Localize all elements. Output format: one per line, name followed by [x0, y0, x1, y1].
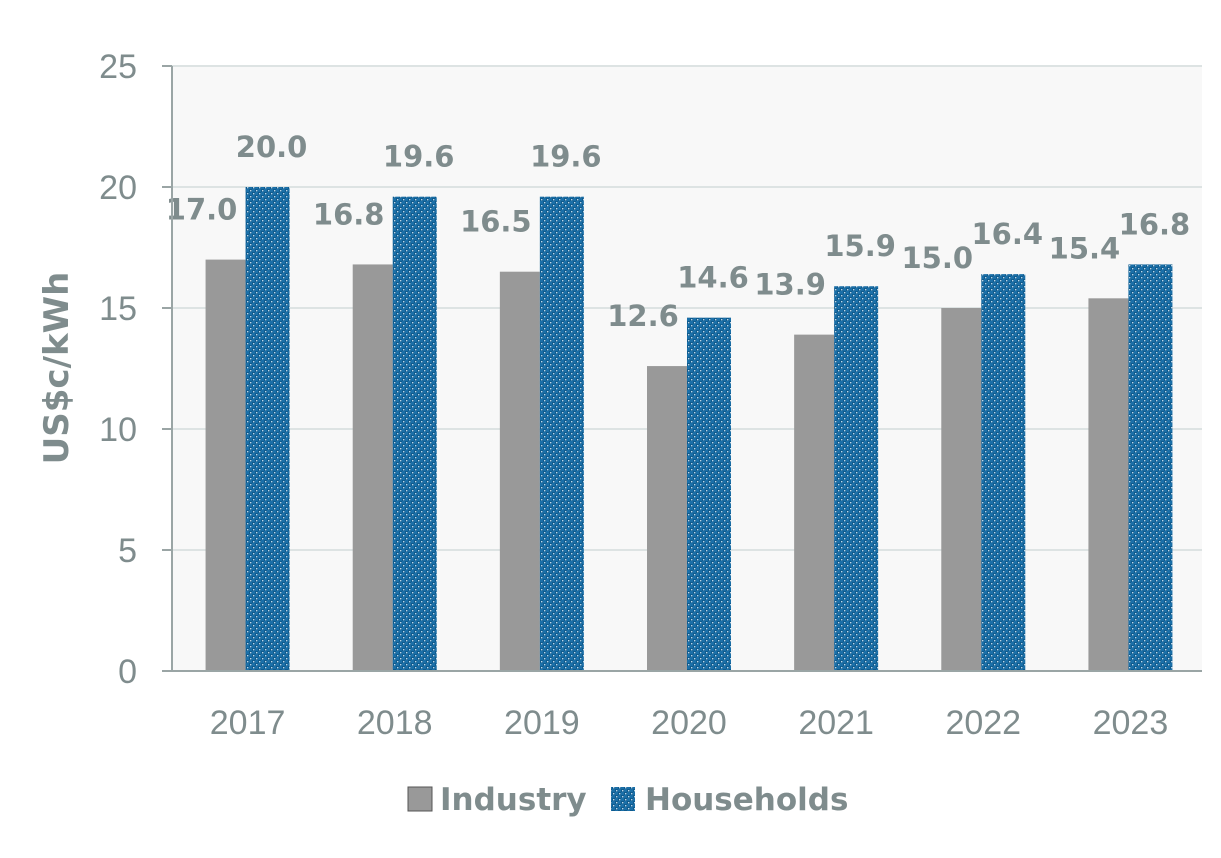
data-label-industry: 15.0	[902, 241, 974, 275]
data-label-households: 16.4	[972, 217, 1044, 251]
legend-swatch	[611, 787, 635, 811]
bar-households	[981, 274, 1026, 671]
y-tick-label: 15	[99, 290, 137, 328]
legend-item-industry: Industry	[407, 782, 587, 818]
legend-swatch	[407, 786, 433, 812]
legend-label: Households	[645, 782, 848, 818]
x-tick-label: 2020	[651, 704, 727, 742]
bar-households	[245, 187, 290, 671]
y-tick-label: 0	[118, 653, 137, 691]
bar-industry	[1088, 298, 1129, 671]
x-tick-label: 2018	[357, 704, 433, 742]
bar-households	[392, 196, 437, 671]
data-label-industry: 17.0	[166, 193, 238, 227]
bar-industry	[794, 334, 835, 671]
data-label-industry: 16.8	[313, 197, 385, 231]
bar-industry	[499, 271, 540, 671]
bar-households	[834, 286, 879, 671]
x-tick-label: 2022	[945, 704, 1021, 742]
y-tick-label: 10	[99, 411, 137, 449]
bar-industry	[647, 366, 687, 671]
bar-households	[687, 317, 731, 671]
bar-households	[1128, 264, 1173, 671]
y-axis-title: US$c/kWh	[37, 272, 77, 465]
y-tick-label: 25	[99, 48, 137, 86]
bar-industry	[352, 264, 393, 671]
x-axis-ticks: 2017 2018 2019 2020 2021 2022 2023	[210, 704, 1168, 742]
data-label-industry: 16.5	[460, 205, 532, 239]
y-tick-label: 5	[118, 532, 137, 570]
data-label-industry: 15.4	[1049, 231, 1121, 265]
legend: Industry Households	[407, 782, 848, 818]
bars	[205, 187, 1173, 671]
x-tick-label: 2023	[1093, 704, 1169, 742]
data-label-households: 15.9	[824, 229, 896, 263]
data-labels: 17.020.016.819.616.519.612.614.6 13.915.9…	[166, 130, 1190, 333]
legend-item-households: Households	[611, 782, 848, 818]
y-tick-label: 20	[99, 169, 137, 207]
bar-households	[539, 196, 584, 671]
data-label-industry: 13.9	[754, 268, 826, 302]
bar-industry	[941, 308, 982, 671]
data-label-households: 19.6	[530, 140, 602, 174]
x-tick-label: 2021	[798, 704, 874, 742]
legend-label: Industry	[440, 782, 587, 818]
x-tick-label: 2019	[504, 704, 580, 742]
bar-industry	[205, 259, 246, 671]
y-axis-ticks: 0 5 10 15 20 25	[99, 48, 172, 691]
data-label-households: 20.0	[236, 130, 308, 164]
data-label-households: 19.6	[383, 140, 455, 174]
data-label-households: 14.6	[677, 261, 749, 295]
data-label-industry: 12.6	[607, 299, 679, 333]
data-label-households: 16.8	[1119, 207, 1191, 241]
x-tick-label: 2017	[210, 704, 286, 742]
